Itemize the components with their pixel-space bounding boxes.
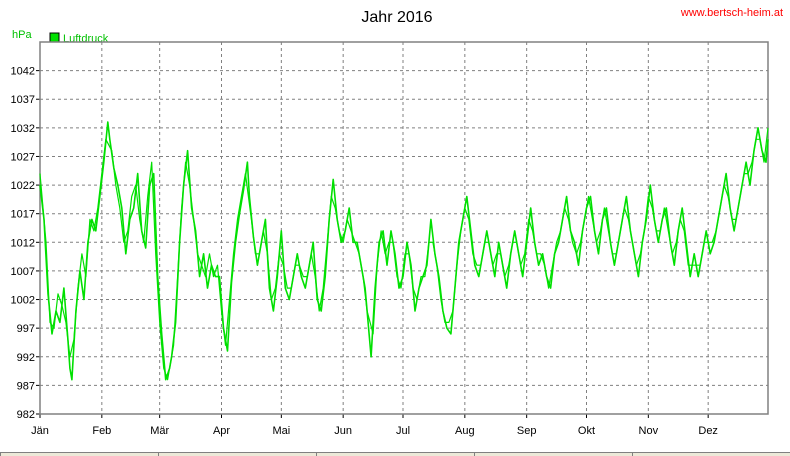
- x-tick-label: Mär: [150, 425, 169, 437]
- status-cell: [474, 452, 632, 456]
- chart-title: Jahr 2016: [361, 9, 432, 26]
- x-tick-label: Sep: [517, 425, 537, 437]
- y-tick-label: 1002: [11, 295, 35, 307]
- x-tick-label: Feb: [92, 425, 111, 437]
- plot-area: 982 987 992 997 1002 1007 1012 1017 1022 1027 1032…: [11, 41, 769, 437]
- x-tick-label: Mai: [272, 425, 290, 437]
- y-tick-label: 1032: [11, 123, 35, 135]
- y-tick-label: 982: [17, 409, 35, 421]
- x-tick-label: Apr: [213, 425, 230, 437]
- legend-swatch: [49, 32, 60, 43]
- status-cell: [316, 452, 474, 456]
- x-tick-label: Nov: [639, 425, 659, 437]
- y-tick-label: 997: [17, 323, 35, 335]
- x-tick-label: Jän: [31, 425, 49, 437]
- y-tick-label: 1042: [11, 66, 35, 78]
- watermark-text: www.bertsch-heim.at: [680, 7, 783, 19]
- x-tick-label: Okt: [578, 425, 595, 437]
- y-tick-label: 1037: [11, 94, 35, 106]
- y-tick-label: 1012: [11, 237, 35, 249]
- y-tick-label: 992: [17, 352, 35, 364]
- x-tick-label: Aug: [455, 425, 475, 437]
- status-cell: [0, 452, 158, 456]
- series-line-luftdruck: [39, 121, 769, 381]
- status-bar: [0, 452, 790, 456]
- y-tick-label: 1027: [11, 151, 35, 163]
- y-tick-label: 1022: [11, 180, 35, 192]
- y-tick-label: 1017: [11, 209, 35, 221]
- y-tick-label: 1007: [11, 266, 35, 278]
- y-tick-label: 987: [17, 380, 35, 392]
- x-tick-label: Jul: [396, 425, 410, 437]
- plot-background: [40, 42, 768, 414]
- x-tick-label: Jun: [334, 425, 352, 437]
- plot-frame: [39, 41, 769, 415]
- x-tick-label: Dez: [698, 425, 718, 437]
- status-cell: [632, 452, 790, 456]
- y-axis-label: hPa: [12, 29, 32, 41]
- status-cell: [158, 452, 316, 456]
